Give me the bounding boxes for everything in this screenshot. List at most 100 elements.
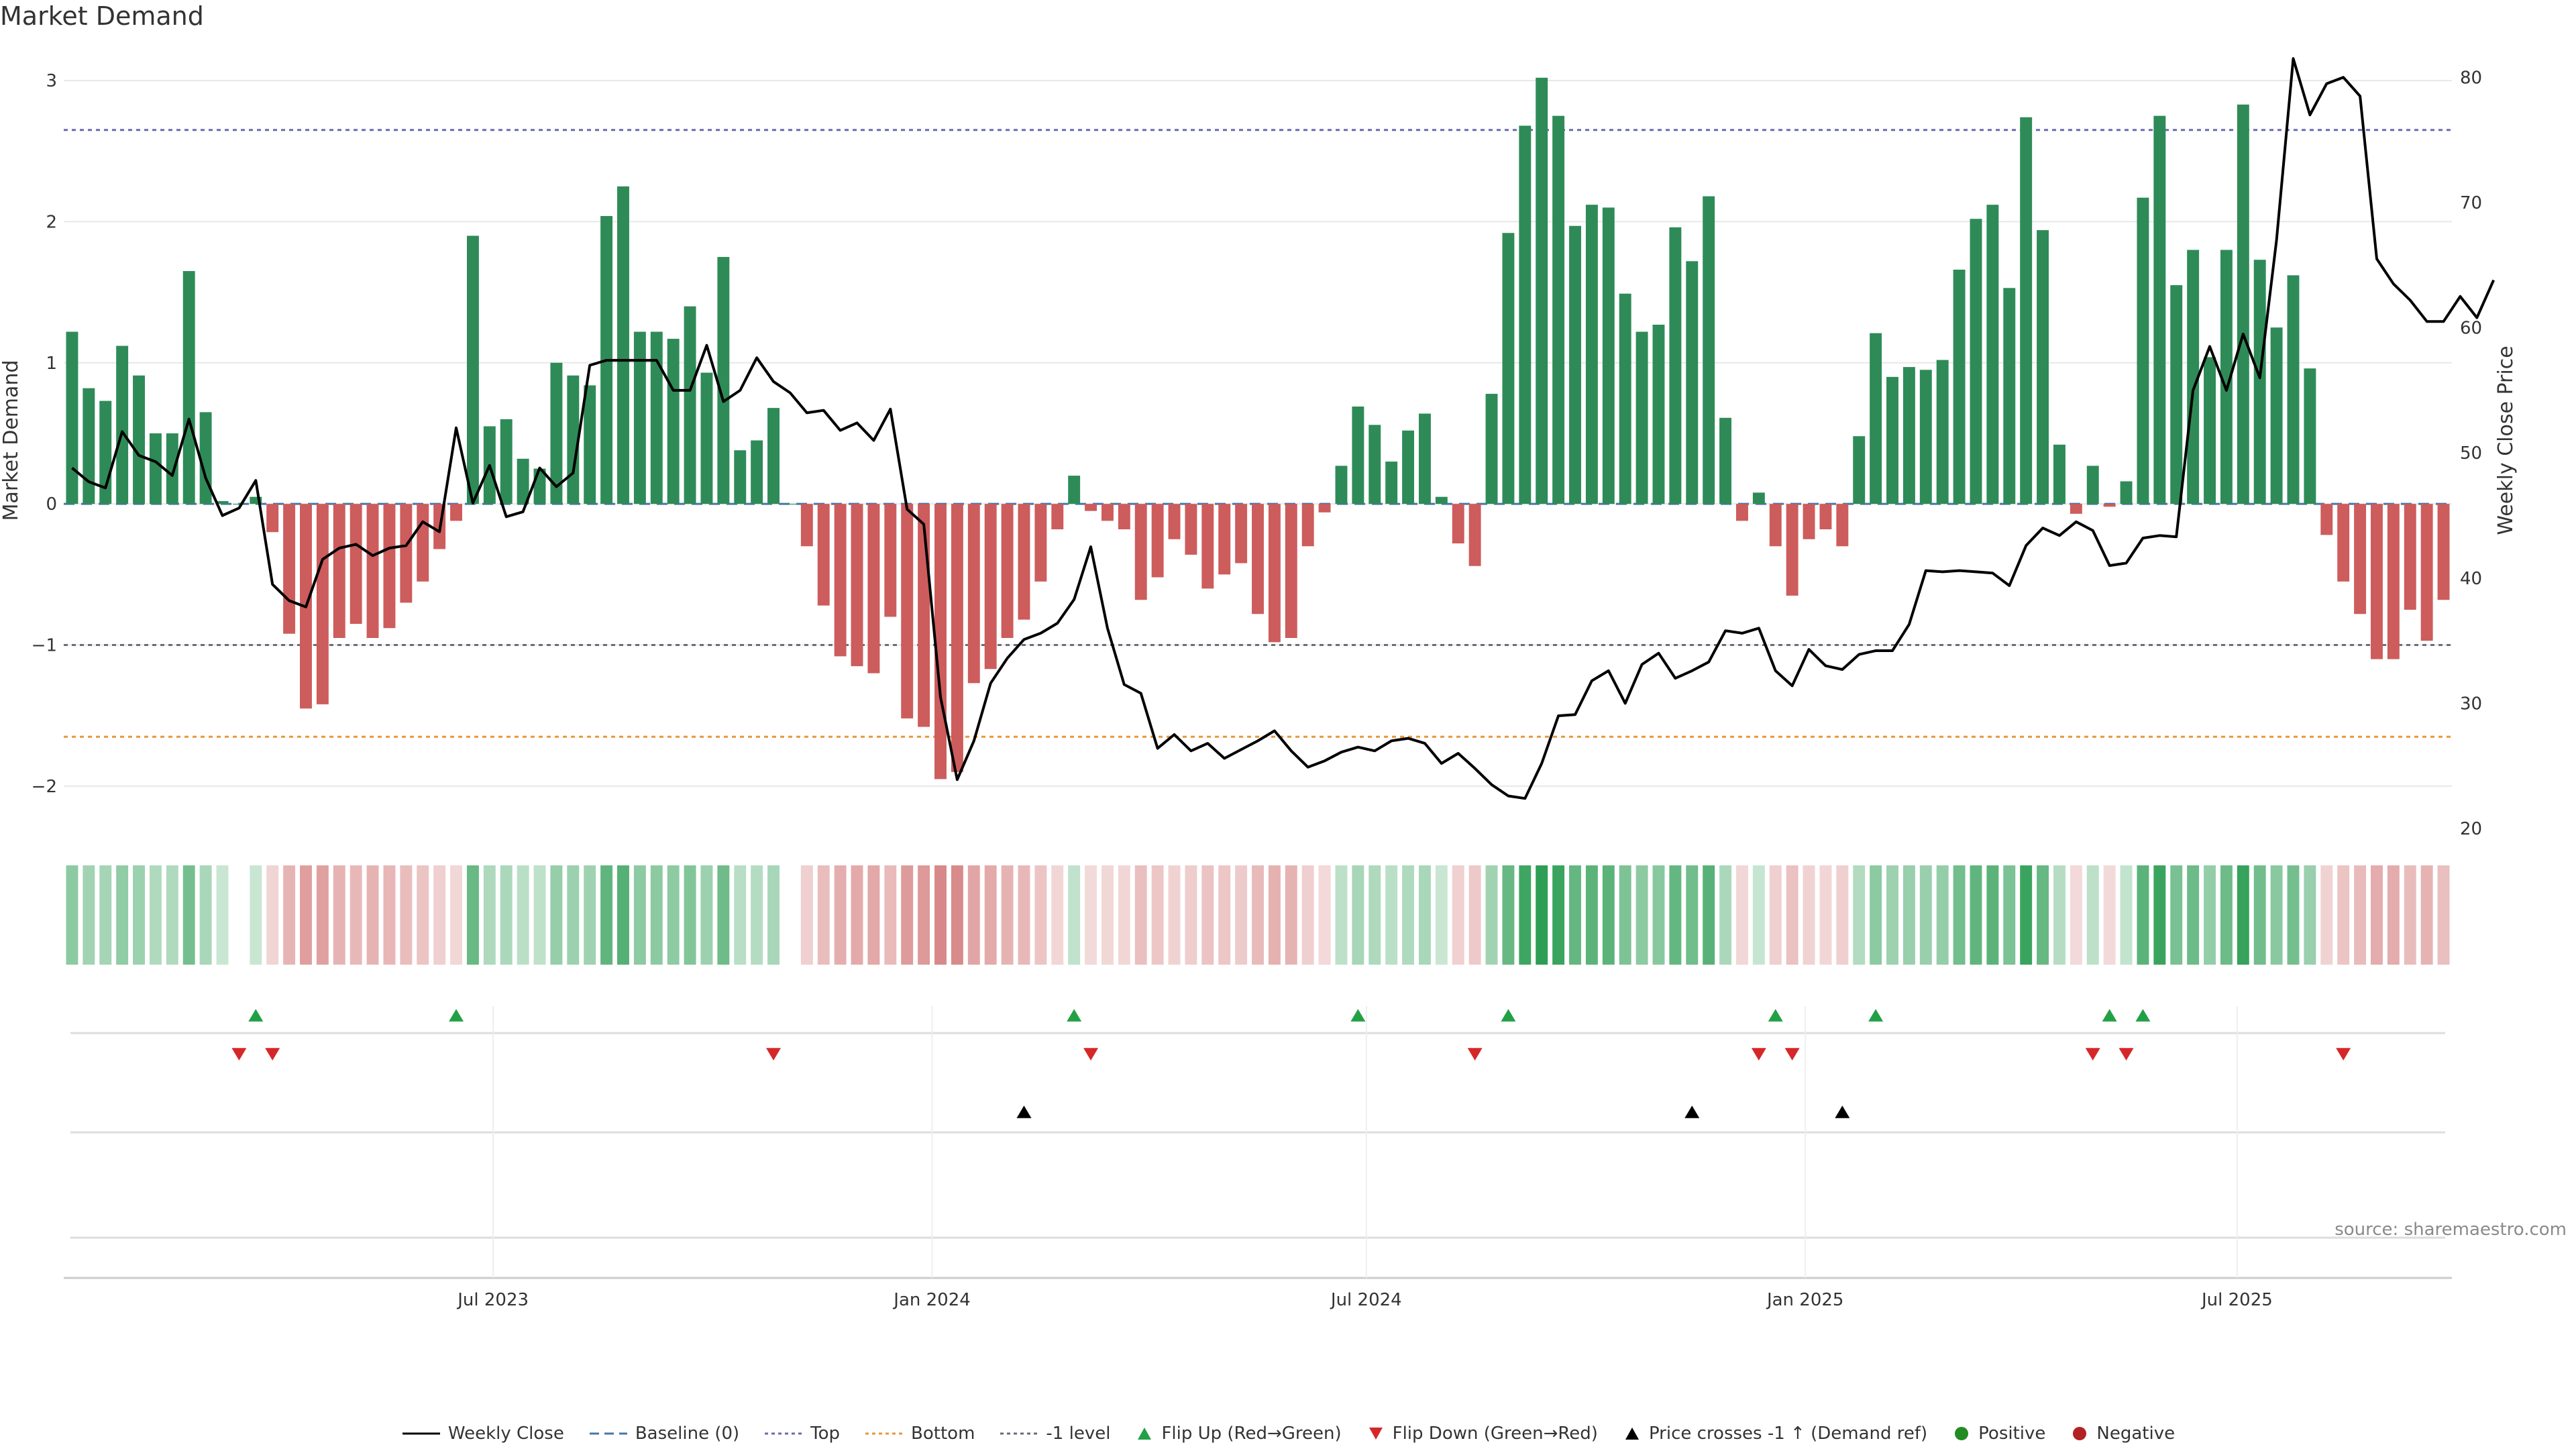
heat-cell bbox=[533, 865, 546, 965]
heat-cell bbox=[1970, 865, 1982, 965]
demand-bar bbox=[1635, 331, 1648, 504]
y-tick-label: 2 bbox=[46, 212, 57, 232]
heat-cell bbox=[417, 865, 429, 965]
weekly-close-line bbox=[71, 57, 2496, 800]
demand-bar bbox=[1803, 504, 1815, 539]
demand-bar bbox=[1703, 196, 1715, 504]
flip-up-marker bbox=[2135, 1009, 2151, 1022]
flip-up-marker bbox=[248, 1009, 264, 1022]
demand-bar bbox=[1836, 504, 1849, 547]
demand-bar bbox=[584, 385, 596, 504]
heat-cell bbox=[1435, 865, 1448, 965]
demand-bar bbox=[1452, 504, 1464, 544]
demand-bar bbox=[2337, 504, 2350, 582]
demand-bar bbox=[1318, 504, 1331, 513]
legend-swatch bbox=[1368, 1428, 1383, 1440]
heat-cell bbox=[2187, 865, 2200, 965]
demand-bar bbox=[1051, 504, 1064, 530]
heat-cell bbox=[2103, 865, 2116, 965]
heat-cell bbox=[66, 865, 78, 965]
demand-bar bbox=[817, 504, 830, 606]
heat-cell bbox=[2371, 865, 2383, 965]
heat-cell bbox=[1402, 865, 1415, 965]
demand-bar bbox=[1902, 367, 1915, 504]
demand-bar bbox=[2320, 504, 2333, 535]
heat-cell bbox=[1385, 865, 1398, 965]
heat-cell bbox=[2287, 865, 2300, 965]
y2-tick-label: 30 bbox=[2460, 694, 2482, 714]
heat-cell bbox=[2120, 865, 2133, 965]
heat-cell bbox=[483, 865, 496, 965]
x-tick-label: Jan 2025 bbox=[1766, 1290, 1844, 1310]
demand-bar bbox=[2170, 285, 2183, 504]
demand-bar bbox=[216, 500, 229, 504]
demand-bar bbox=[316, 504, 329, 704]
heat-cell bbox=[1252, 865, 1264, 965]
heat-cell bbox=[182, 865, 195, 965]
flip-down-marker bbox=[1467, 1048, 1483, 1061]
heat-cell bbox=[1235, 865, 1248, 965]
heat-cell bbox=[2437, 865, 2450, 965]
demand-bar bbox=[1853, 436, 1866, 504]
demand-bar bbox=[1235, 504, 1248, 564]
heat-cell bbox=[1502, 865, 1515, 965]
y-axis-label: Market Demand bbox=[0, 360, 23, 521]
event-markers bbox=[231, 1009, 2351, 1118]
demand-bar bbox=[717, 257, 730, 504]
demand-bar bbox=[466, 235, 479, 504]
flip-down-marker bbox=[1083, 1048, 1099, 1061]
legend-item: Baseline (0) bbox=[588, 1424, 739, 1444]
heat-cell bbox=[2354, 865, 2367, 965]
heat-cell bbox=[1703, 865, 1715, 965]
heat-cell bbox=[266, 865, 279, 965]
demand-bar bbox=[2120, 481, 2133, 504]
demand-bar bbox=[1502, 233, 1515, 504]
heat-cell bbox=[2070, 865, 2082, 965]
demand-bar bbox=[417, 504, 429, 582]
demand-bar bbox=[2053, 444, 2065, 504]
legend-item: Price crosses -1 ↑ (Demand ref) bbox=[1622, 1424, 1927, 1444]
heat-cell bbox=[1619, 865, 1631, 965]
legend-item: Positive bbox=[1951, 1424, 2045, 1444]
heat-cell bbox=[517, 865, 529, 965]
heat-cell bbox=[199, 865, 212, 965]
demand-bar bbox=[633, 331, 646, 504]
heat-cell bbox=[1769, 865, 1782, 965]
demand-bar bbox=[867, 504, 880, 674]
demand-bar bbox=[2237, 104, 2249, 504]
heat-cell bbox=[366, 865, 379, 965]
heat-cell bbox=[1552, 865, 1565, 965]
heat-cell bbox=[684, 865, 696, 965]
demand-bar bbox=[1335, 466, 1348, 504]
heat-cell bbox=[1669, 865, 1682, 965]
heat-cell bbox=[700, 865, 713, 965]
demand-bar bbox=[1652, 325, 1665, 504]
demand-bar bbox=[149, 433, 162, 504]
demand-bar bbox=[617, 186, 629, 504]
legend-swatch bbox=[589, 1432, 627, 1435]
demand-bar bbox=[2220, 250, 2233, 504]
demand-bar bbox=[1953, 269, 1966, 504]
heat-cell bbox=[1318, 865, 1331, 965]
legend-label: Bottom bbox=[911, 1424, 975, 1444]
heat-cell bbox=[383, 865, 396, 965]
heat-cell bbox=[1085, 865, 1097, 965]
heat-cell bbox=[133, 865, 145, 965]
heat-cell bbox=[851, 865, 863, 965]
demand-bar bbox=[800, 504, 813, 547]
y-tick-label: 1 bbox=[46, 354, 57, 374]
demand-bar bbox=[366, 504, 379, 639]
x-tick-label: Jul 2025 bbox=[2200, 1290, 2273, 1310]
heat-cell bbox=[1168, 865, 1181, 965]
heat-cell bbox=[2253, 865, 2266, 965]
heat-cell bbox=[216, 865, 229, 965]
heat-cell bbox=[2204, 865, 2216, 965]
heat-cell bbox=[1735, 865, 1748, 965]
heat-cell bbox=[350, 865, 362, 965]
demand-bar bbox=[650, 331, 663, 504]
heat-cell bbox=[500, 865, 513, 965]
flip-up-marker bbox=[1067, 1009, 1082, 1022]
heat-cell bbox=[967, 865, 980, 965]
demand-bar bbox=[951, 504, 963, 772]
demand-bar bbox=[2371, 504, 2383, 659]
